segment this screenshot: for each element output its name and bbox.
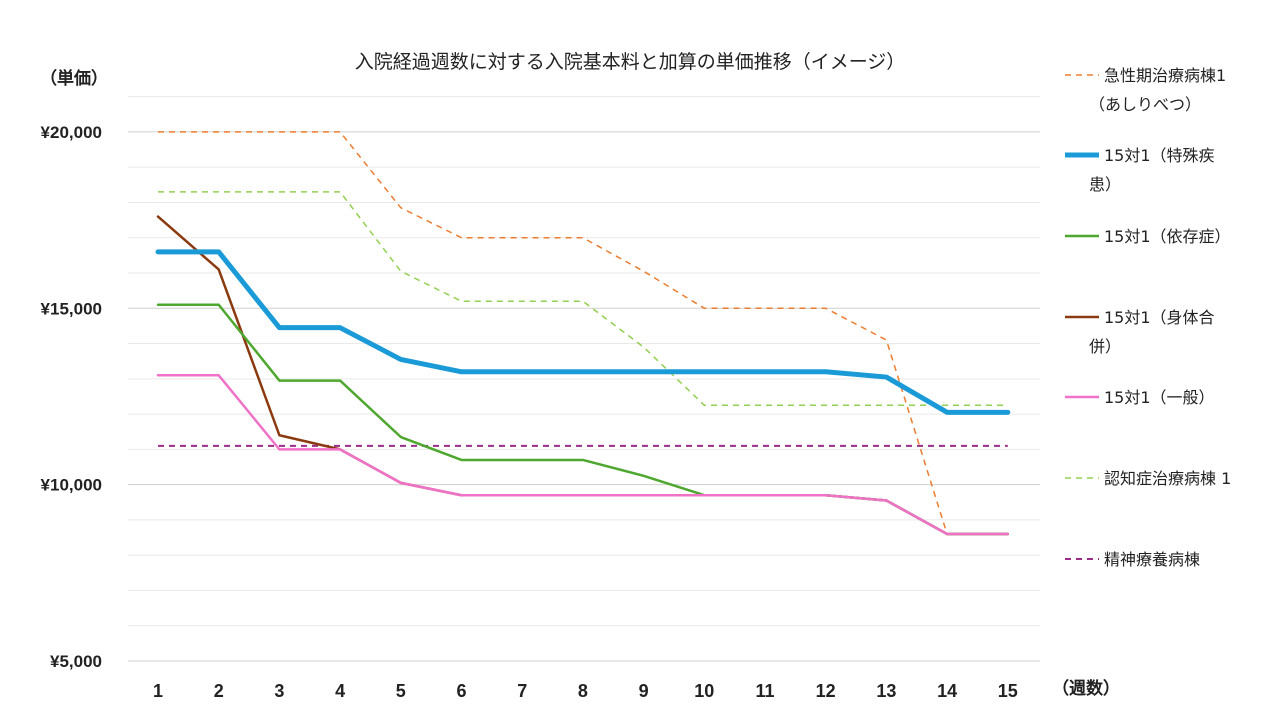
x-tick-label: 10 (694, 681, 714, 701)
x-tick-label: 1 (153, 681, 163, 701)
series-line-2 (155, 249, 1011, 415)
x-tick-label: 15 (998, 681, 1018, 701)
series-lines (155, 131, 1011, 536)
legend-label: 15対1（一般） (1104, 388, 1215, 407)
legend-label: （あしりべつ） (1089, 95, 1201, 114)
gridlines (128, 96, 1040, 662)
y-tick-label: ¥5,000 (50, 652, 102, 671)
series-line-6 (158, 191, 1008, 407)
series-line-1 (158, 131, 1008, 535)
x-tick-label: 6 (456, 681, 466, 701)
x-tick-label: 5 (396, 681, 406, 701)
x-tick-label: 4 (335, 681, 345, 701)
y-tick-label: ¥20,000 (41, 123, 102, 142)
x-tick-label: 7 (517, 681, 527, 701)
x-axis-label: （週数） (1052, 678, 1120, 699)
legend-label: 併） (1089, 337, 1121, 356)
legend-label: 認知症治療病棟 1 (1104, 469, 1231, 488)
x-tick-label: 14 (937, 681, 957, 701)
legend-label: 急性期治療病棟1 (1104, 66, 1226, 85)
x-tick-label: 9 (639, 681, 649, 701)
x-tick-label: 3 (274, 681, 284, 701)
x-tick-label: 12 (816, 681, 836, 701)
legend-label: 精神療養病棟 (1104, 550, 1200, 569)
x-tick-label: 11 (755, 681, 774, 701)
legend-label: 15対1（身体合 (1104, 308, 1215, 327)
legend-label: 15対1（特殊疾 (1104, 146, 1215, 165)
y-tick-label: ¥10,000 (41, 476, 102, 495)
y-tick-labels: ¥5,000 ¥10,000 ¥15,000 ¥20,000 (41, 123, 102, 671)
legend-label: 患） (1089, 175, 1121, 194)
x-tick-label: 13 (876, 681, 896, 701)
x-tick-label: 2 (214, 681, 224, 701)
y-axis-label: （単価） (40, 68, 108, 89)
legend-label: 15対1（依存症） (1104, 227, 1231, 246)
y-tick-label: ¥15,000 (41, 299, 102, 318)
x-tick-label: 8 (578, 681, 588, 701)
x-tick-labels: 1 2 3 4 5 6 7 8 9 10 11 12 13 14 15 (153, 681, 1018, 701)
series-line-5 (156, 374, 1010, 536)
chart-title: 入院経過週数に対する入院基本料と加算の単価推移（イメージ） (355, 51, 906, 73)
